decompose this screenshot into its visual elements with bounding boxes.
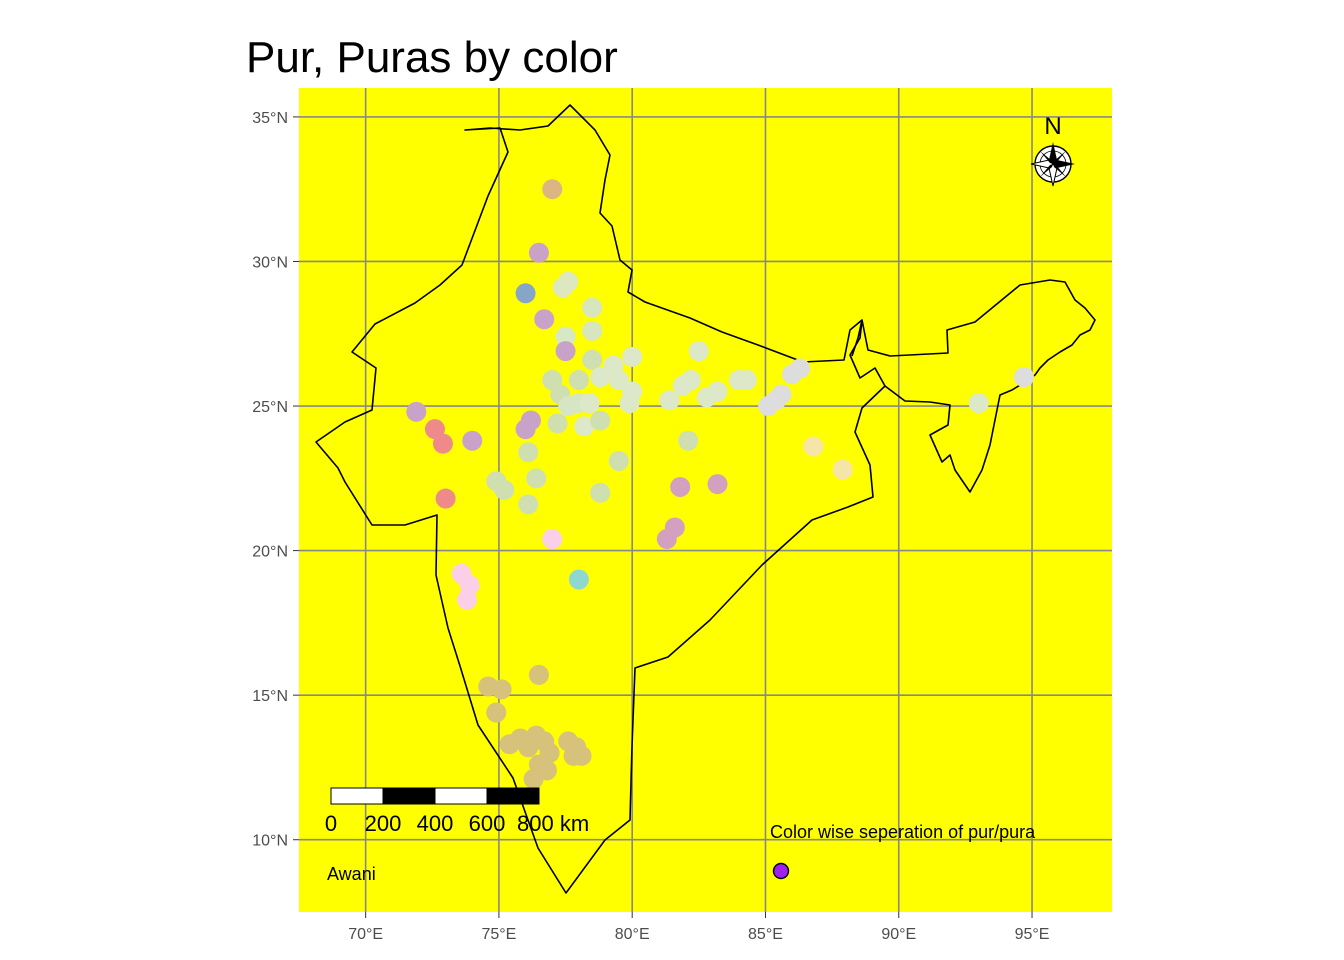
pur-point xyxy=(568,370,589,391)
lat-tick-label: 10°N xyxy=(252,833,288,850)
pur-point xyxy=(688,341,709,362)
pur-point xyxy=(590,367,611,388)
pur-point xyxy=(528,242,549,263)
compass-rose-icon xyxy=(1030,142,1075,187)
north-arrow: N xyxy=(1030,113,1075,187)
pur-point xyxy=(486,702,507,723)
pur-point xyxy=(515,283,536,304)
pur-point xyxy=(456,589,477,610)
pur-point xyxy=(1014,367,1035,388)
pur-point xyxy=(579,393,600,414)
pur-point xyxy=(707,474,728,495)
pur-point xyxy=(520,410,541,431)
scale-segment xyxy=(434,787,488,805)
lon-tick-label: 90°E xyxy=(881,926,916,943)
scale-label: 800 km xyxy=(517,811,589,836)
pur-point xyxy=(574,416,595,437)
lon-tick-label: 70°E xyxy=(348,926,383,943)
axis-tick-labels: 70°E 75°E 80°E 85°E 90°E 95°E 35°N 30°N 25°N 20°N… xyxy=(252,110,1049,943)
pur-point xyxy=(563,745,584,766)
pur-point xyxy=(656,529,677,550)
northeast-boundary xyxy=(851,279,1096,493)
pur-point xyxy=(523,769,544,790)
map-title: Pur, Puras by color xyxy=(246,33,618,82)
map-panel xyxy=(299,88,1112,912)
pur-point xyxy=(568,569,589,590)
credit-text: Awani xyxy=(327,864,376,884)
lon-tick-label: 95°E xyxy=(1015,926,1050,943)
lat-tick-label: 15°N xyxy=(252,688,288,705)
pur-point xyxy=(736,370,757,391)
pur-point xyxy=(555,341,576,362)
pur-point xyxy=(526,468,547,489)
pur-point xyxy=(491,679,512,700)
scale-segment xyxy=(382,787,436,805)
pur-point xyxy=(582,297,603,318)
pur-point xyxy=(558,271,579,292)
pur-point xyxy=(542,529,563,550)
pur-point xyxy=(542,179,563,200)
pur-point xyxy=(435,488,456,509)
pur-point xyxy=(707,381,728,402)
graticule xyxy=(299,88,1112,912)
pur-point xyxy=(608,370,629,391)
pur-point xyxy=(832,459,853,480)
pur-point xyxy=(680,370,701,391)
legend-dot xyxy=(772,862,790,880)
pur-point xyxy=(659,390,680,411)
pur-point xyxy=(678,430,699,451)
lat-tick-label: 30°N xyxy=(252,254,288,271)
pur-point xyxy=(406,401,427,422)
scale-label: 200 xyxy=(365,811,402,836)
pur-point xyxy=(432,433,453,454)
pur-point xyxy=(590,410,611,431)
scale-segment xyxy=(486,787,540,805)
legend-text: Color wise seperation of pur/pura xyxy=(770,822,1036,842)
pur-point xyxy=(582,320,603,341)
lat-tick-label: 20°N xyxy=(252,544,288,561)
north-label: N xyxy=(1044,113,1061,140)
lon-tick-label: 80°E xyxy=(615,926,650,943)
pur-point xyxy=(547,413,568,434)
india-boundary xyxy=(315,104,886,894)
pur-point xyxy=(803,436,824,457)
pur-point xyxy=(608,450,629,471)
pur-point xyxy=(968,393,989,414)
pur-point xyxy=(518,442,539,463)
lon-tick-label: 75°E xyxy=(481,926,516,943)
scale-segment xyxy=(330,787,384,805)
scale-label: 600 xyxy=(469,811,506,836)
pur-point xyxy=(518,494,539,515)
pur-point xyxy=(590,482,611,503)
pur-point xyxy=(494,479,515,500)
lat-tick-label: 25°N xyxy=(252,399,288,416)
pur-point xyxy=(462,430,483,451)
pur-point xyxy=(622,346,643,367)
scale-bar: 0 200 400 600 800 km xyxy=(325,787,589,836)
scale-label: 0 xyxy=(325,811,337,836)
pur-point xyxy=(528,664,549,685)
pur-point xyxy=(790,358,811,379)
scale-label: 400 xyxy=(417,811,454,836)
pur-point xyxy=(582,349,603,370)
lat-tick-label: 35°N xyxy=(252,110,288,127)
pur-point xyxy=(670,476,691,497)
pur-point xyxy=(534,309,555,330)
lon-tick-label: 85°E xyxy=(748,926,783,943)
pur-point xyxy=(771,384,792,405)
pur-point xyxy=(619,393,640,414)
pur-point xyxy=(555,326,576,347)
pur-pura-points xyxy=(406,179,1035,790)
